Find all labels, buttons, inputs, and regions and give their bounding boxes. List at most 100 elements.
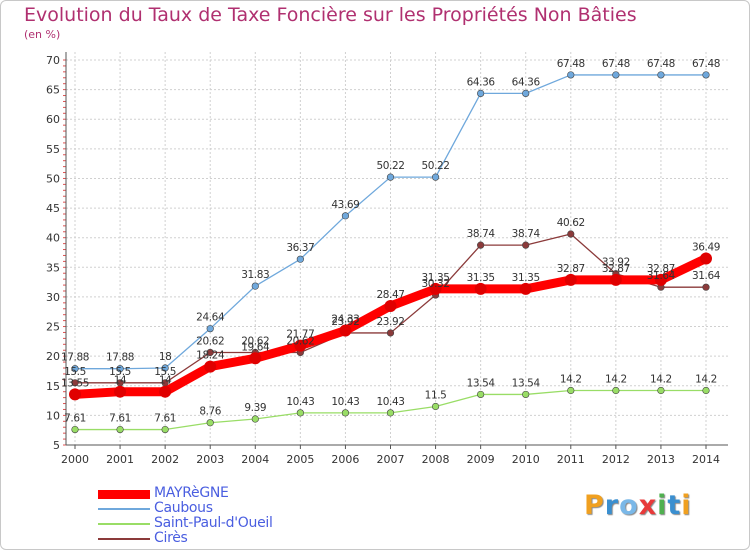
series-2-point bbox=[477, 390, 485, 399]
series-0-point bbox=[69, 388, 81, 401]
series-3-point bbox=[477, 241, 485, 249]
chart-subtitle: (en %) bbox=[24, 28, 61, 41]
series-1-data-label: 67.48 bbox=[602, 58, 630, 70]
series-3-data-label: 31.64 bbox=[692, 270, 721, 282]
y-tick-label: 40 bbox=[46, 232, 60, 245]
y-tick-label: 30 bbox=[46, 291, 60, 304]
series-0-point bbox=[654, 273, 667, 286]
x-tick-label: 2009 bbox=[467, 453, 495, 466]
series-3-data-label: 15.5 bbox=[154, 366, 176, 378]
series-0-data-label: 31.35 bbox=[422, 272, 450, 284]
y-tick-label: 60 bbox=[46, 113, 60, 126]
series-1-point bbox=[296, 255, 304, 263]
proxiti-logo: Proxiti bbox=[584, 490, 692, 521]
y-tick-label: 55 bbox=[46, 143, 60, 156]
series-2-data-label: 14.2 bbox=[560, 374, 582, 386]
logo-letter: x bbox=[638, 490, 658, 521]
series-3-point bbox=[702, 283, 710, 291]
series-2-point bbox=[206, 419, 214, 427]
series-2-data-label: 14.2 bbox=[695, 374, 717, 386]
series-1-data-label: 50.22 bbox=[376, 160, 404, 172]
series-3-point bbox=[522, 241, 530, 249]
series-0-data-label: 32.87 bbox=[557, 263, 585, 275]
series-1-point bbox=[702, 71, 710, 79]
series-2-data-label: 7.61 bbox=[109, 413, 131, 425]
series-0-point bbox=[564, 273, 577, 286]
series-1-point bbox=[206, 325, 214, 333]
logo-letter: o bbox=[619, 490, 639, 521]
series-1-point bbox=[71, 365, 79, 373]
series-3-data-label: 15.5 bbox=[64, 366, 86, 378]
series-1-data-label: 50.22 bbox=[422, 160, 450, 172]
x-tick-label: 2013 bbox=[647, 453, 675, 466]
x-tick-label: 2002 bbox=[151, 453, 179, 466]
series-3-data-label: 20.62 bbox=[241, 335, 269, 347]
series-0-point bbox=[339, 324, 352, 337]
y-tick-label: 65 bbox=[46, 84, 60, 97]
series-1-point bbox=[251, 282, 259, 290]
x-tick-label: 2003 bbox=[196, 453, 224, 466]
series-2-data-label: 14.2 bbox=[605, 374, 627, 386]
series-1-data-label: 36.37 bbox=[286, 242, 314, 254]
series-2-data-label: 10.43 bbox=[286, 396, 314, 408]
x-tick-label: 2000 bbox=[61, 453, 89, 466]
series-0-data-label: 14 bbox=[114, 375, 127, 387]
series-3-data-label: 20.62 bbox=[196, 335, 224, 347]
series-3-data-label: 33.92 bbox=[602, 257, 630, 269]
series-0-data-label: 13.55 bbox=[61, 377, 89, 389]
legend-label: Saint-Paul-d'Oueil bbox=[154, 515, 273, 531]
series-3-data-label: 30.32 bbox=[422, 278, 450, 290]
y-tick-label: 45 bbox=[46, 202, 60, 215]
series-0-point bbox=[249, 352, 262, 365]
series-2-point bbox=[702, 386, 710, 395]
series-2-data-label: 8.76 bbox=[199, 406, 221, 418]
series-2-point bbox=[522, 390, 530, 399]
series-1-point bbox=[522, 89, 530, 98]
series-1-point bbox=[657, 71, 665, 79]
series-2-point bbox=[341, 409, 350, 417]
legend-label: MAYRèGNE bbox=[154, 485, 229, 501]
series-3-data-label: 31.64 bbox=[647, 270, 676, 282]
logo-letter: i bbox=[681, 490, 692, 521]
series-3-point bbox=[567, 230, 575, 238]
series-2-data-label: 13.54 bbox=[467, 377, 496, 389]
series-0-point bbox=[294, 339, 307, 352]
series-2-data-label: 7.61 bbox=[64, 413, 86, 425]
legend-swatch bbox=[98, 538, 150, 540]
x-tick-label: 2006 bbox=[331, 453, 359, 466]
series-2-point bbox=[71, 425, 79, 434]
y-tick-label: 5 bbox=[53, 439, 60, 452]
series-0-data-label: 18.24 bbox=[196, 350, 225, 362]
series-0-data-label: 28.47 bbox=[376, 289, 404, 301]
series-2-point bbox=[251, 415, 259, 423]
series-1-data-label: 17.88 bbox=[61, 352, 89, 364]
series-1-point bbox=[386, 173, 395, 181]
logo-letter: r bbox=[604, 490, 620, 521]
legend-label: Caubous bbox=[154, 500, 213, 516]
series-3-data-label: 20.62 bbox=[286, 335, 314, 347]
series-0-data-label: 32.87 bbox=[602, 263, 630, 275]
series-2-data-label: 14.2 bbox=[650, 374, 672, 386]
series-2-point bbox=[296, 409, 304, 417]
series-1-data-label: 43.69 bbox=[331, 199, 359, 211]
series-3-data-label: 23.92 bbox=[331, 316, 359, 328]
series-0-point bbox=[114, 385, 127, 398]
series-1-point bbox=[431, 173, 440, 181]
series-3-data-label: 38.74 bbox=[512, 228, 541, 240]
series-0-point bbox=[159, 385, 172, 398]
x-tick-label: 2012 bbox=[602, 453, 630, 466]
series-1-data-label: 17.88 bbox=[106, 352, 134, 364]
x-tick-label: 2004 bbox=[241, 453, 269, 466]
series-0-data-label: 31.35 bbox=[512, 272, 540, 284]
series-1-data-label: 67.48 bbox=[647, 58, 675, 70]
series-0-data-label: 32.87 bbox=[647, 263, 675, 275]
series-2-point bbox=[567, 386, 575, 395]
series-3-point bbox=[386, 329, 395, 337]
series-3-data-label: 15.5 bbox=[109, 366, 131, 378]
series-1-point bbox=[612, 71, 620, 79]
series-3-data-label: 40.62 bbox=[557, 217, 585, 229]
x-tick-label: 2011 bbox=[557, 453, 585, 466]
series-0-point bbox=[474, 282, 487, 295]
chart-title: Evolution du Taux de Taxe Foncière sur l… bbox=[24, 4, 637, 26]
